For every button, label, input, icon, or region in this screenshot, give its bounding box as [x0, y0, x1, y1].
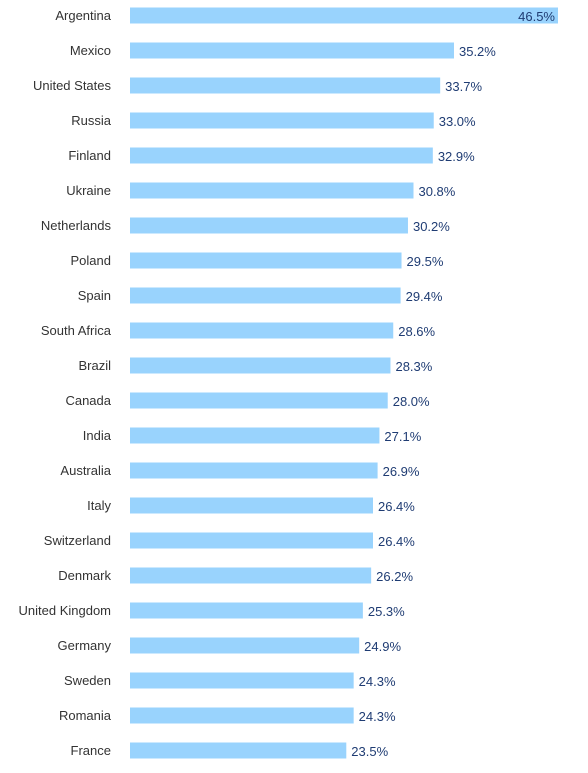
bar-south-africa	[130, 322, 394, 339]
category-label: South Africa	[41, 323, 112, 338]
value-label: 28.3%	[395, 359, 432, 374]
bar-italy	[130, 497, 373, 514]
category-label: Netherlands	[41, 218, 112, 233]
bar-russia	[130, 112, 434, 129]
category-label: Romania	[59, 708, 112, 723]
category-label: Mexico	[70, 43, 111, 58]
value-label: 29.4%	[406, 289, 443, 304]
bar-poland	[130, 252, 402, 269]
value-label: 26.4%	[378, 534, 415, 549]
bar-spain	[130, 287, 401, 304]
category-label: Brazil	[78, 358, 111, 373]
category-label: United States	[33, 78, 112, 93]
value-label: 24.3%	[359, 674, 396, 689]
category-label: Spain	[78, 288, 111, 303]
bar-romania	[130, 707, 354, 724]
bar-netherlands	[130, 217, 408, 234]
bar-germany	[130, 637, 360, 654]
category-label: Australia	[60, 463, 111, 478]
bar-india	[130, 427, 380, 444]
value-label: 30.2%	[413, 219, 450, 234]
bars	[130, 7, 558, 759]
bar-finland	[130, 147, 433, 164]
category-label: Sweden	[64, 673, 111, 688]
value-label: 35.2%	[459, 44, 496, 59]
category-label: France	[71, 743, 111, 758]
value-labels: 46.5% 35.2% 33.7% 33.0% 32.9% 30.8% 30.2% 29.5%…	[351, 9, 555, 759]
category-label: Canada	[65, 393, 111, 408]
category-label: United Kingdom	[19, 603, 112, 618]
bar-switzerland	[130, 532, 373, 549]
category-label: Italy	[87, 498, 111, 513]
bar-denmark	[130, 567, 372, 584]
bar-canada	[130, 392, 388, 409]
value-label: 26.2%	[376, 569, 413, 584]
value-label: 33.7%	[445, 79, 482, 94]
bar-ukraine	[130, 182, 414, 199]
value-label: 30.8%	[418, 184, 455, 199]
category-label: Russia	[71, 113, 112, 128]
category-label: Argentina	[55, 8, 111, 23]
category-label: Poland	[71, 253, 111, 268]
value-label: 25.3%	[368, 604, 405, 619]
bar-united-states	[130, 77, 441, 94]
category-label: India	[83, 428, 112, 443]
value-label: 29.5%	[407, 254, 444, 269]
value-label: 46.5%	[518, 9, 555, 24]
bar-argentina	[130, 7, 558, 24]
value-label: 28.6%	[398, 324, 435, 339]
category-label: Finland	[68, 148, 111, 163]
value-label: 24.9%	[364, 639, 401, 654]
value-label: 24.3%	[359, 709, 396, 724]
bar-sweden	[130, 672, 354, 689]
bar-united-kingdom	[130, 602, 363, 619]
value-label: 27.1%	[384, 429, 421, 444]
value-label: 32.9%	[438, 149, 475, 164]
bar-brazil	[130, 357, 391, 374]
value-label: 33.0%	[439, 114, 476, 129]
category-label: Germany	[58, 638, 112, 653]
value-label: 26.4%	[378, 499, 415, 514]
bar-mexico	[130, 42, 454, 59]
value-label: 23.5%	[351, 744, 388, 759]
category-label: Ukraine	[66, 183, 111, 198]
category-label: Denmark	[58, 568, 111, 583]
value-label: 28.0%	[393, 394, 430, 409]
category-label: Switzerland	[44, 533, 111, 548]
value-label: 26.9%	[383, 464, 420, 479]
bar-france	[130, 742, 347, 759]
bar-australia	[130, 462, 378, 479]
category-labels: Argentina Mexico United States Russia Finlan…	[19, 8, 112, 758]
